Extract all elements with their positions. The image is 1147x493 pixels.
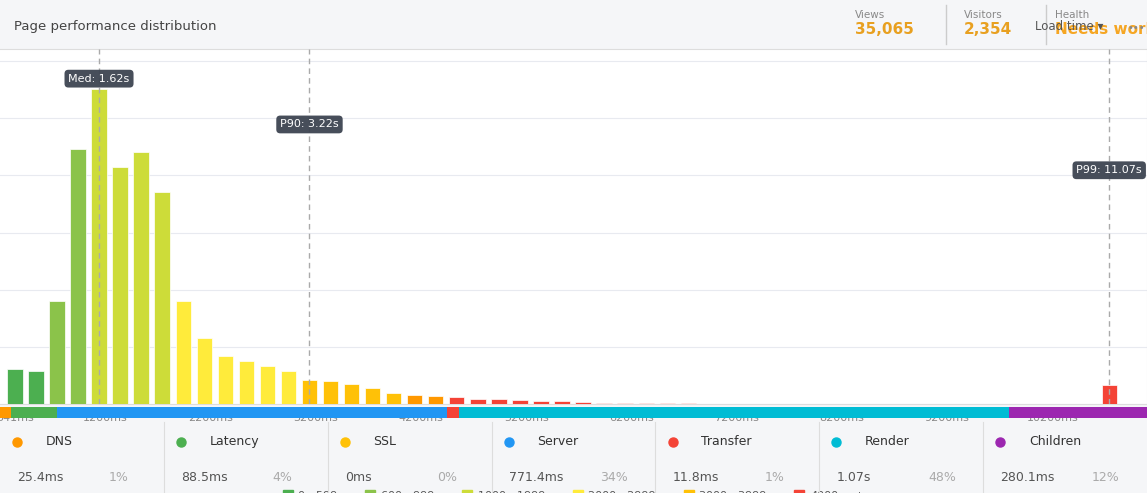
Bar [259, 366, 275, 404]
Bar [428, 396, 444, 404]
Bar [365, 388, 381, 404]
Text: Load time ▾: Load time ▾ [1035, 20, 1103, 34]
Bar [513, 400, 528, 404]
Text: 1.07s: 1.07s [836, 470, 871, 484]
Bar [155, 192, 170, 404]
Text: 771.4ms: 771.4ms [509, 470, 563, 484]
Bar [11, 407, 57, 419]
Text: 88.5ms: 88.5ms [181, 470, 228, 484]
Bar [1009, 407, 1147, 419]
Text: Needs work: Needs work [1055, 22, 1147, 37]
Bar [680, 403, 696, 404]
Text: 1%: 1% [109, 470, 128, 484]
Bar [0, 407, 11, 419]
Text: 1%: 1% [764, 470, 785, 484]
Bar [92, 89, 107, 404]
Bar [491, 399, 507, 404]
Bar [281, 371, 296, 404]
Bar [70, 149, 86, 404]
Text: 12%: 12% [1092, 470, 1119, 484]
Bar [660, 403, 674, 404]
Bar [7, 369, 23, 404]
Text: •••: ••• [1128, 23, 1145, 34]
Bar [554, 401, 570, 404]
Text: P90: 3.22s: P90: 3.22s [280, 119, 338, 130]
Text: Transfer: Transfer [701, 435, 751, 448]
Text: Visitors: Visitors [963, 10, 1002, 20]
Bar [175, 301, 190, 404]
Bar [617, 403, 633, 404]
Bar [112, 167, 127, 404]
Bar [407, 394, 422, 404]
Text: Med: 1.62s: Med: 1.62s [69, 73, 130, 84]
Bar [447, 407, 459, 419]
Text: SSL: SSL [374, 435, 397, 448]
Bar [133, 152, 149, 404]
Bar [639, 403, 654, 404]
Bar [1101, 386, 1117, 404]
Legend: 0 - 599ms, 600 - 999ms, 1000 - 1999ms, 2000 - 2999ms, 3000 - 3999ms, 4000ms+: 0 - 599ms, 600 - 999ms, 1000 - 1999ms, 2… [279, 486, 868, 493]
Text: 25.4ms: 25.4ms [17, 470, 63, 484]
Bar [196, 338, 212, 404]
Text: DNS: DNS [46, 435, 73, 448]
Text: 34%: 34% [601, 470, 629, 484]
Bar [576, 402, 591, 404]
Bar [470, 398, 485, 404]
Text: Page performance distribution: Page performance distribution [14, 20, 217, 34]
Bar [387, 393, 401, 404]
Text: 35,065: 35,065 [855, 22, 913, 37]
Text: Latency: Latency [210, 435, 259, 448]
Bar [57, 407, 447, 419]
Text: Render: Render [865, 435, 910, 448]
Bar [322, 382, 338, 404]
Text: P99: 11.07s: P99: 11.07s [1076, 165, 1142, 175]
Text: Health: Health [1055, 10, 1090, 20]
Text: 0%: 0% [437, 470, 457, 484]
Text: Views: Views [855, 10, 884, 20]
Bar [459, 407, 1009, 419]
Text: 280.1ms: 280.1ms [1000, 470, 1055, 484]
Text: 48%: 48% [928, 470, 957, 484]
Bar [239, 361, 253, 404]
Text: 2,354: 2,354 [963, 22, 1012, 37]
Text: Server: Server [538, 435, 578, 448]
Text: 11.8ms: 11.8ms [672, 470, 719, 484]
Text: 4%: 4% [273, 470, 292, 484]
Bar [596, 403, 611, 404]
Bar [302, 380, 318, 404]
Bar [533, 401, 548, 404]
Bar [29, 371, 44, 404]
Bar [218, 355, 233, 404]
Text: Children: Children [1029, 435, 1082, 448]
Bar [344, 384, 359, 404]
Bar [49, 301, 64, 404]
Text: 0ms: 0ms [345, 470, 372, 484]
Bar [450, 397, 465, 404]
